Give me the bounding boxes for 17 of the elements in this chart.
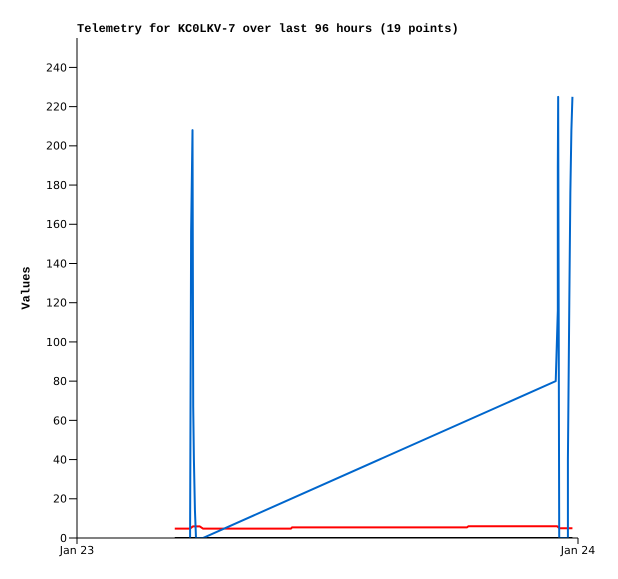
y-tick-label: 220 (46, 100, 67, 114)
y-tick-label: 240 (46, 61, 67, 74)
y-tick-label: 140 (46, 257, 67, 270)
y-tick-label: 100 (46, 336, 67, 349)
y-tick-label: 120 (46, 296, 67, 310)
chart-title: Telemetry for KC0LKV-7 over last 96 hours (19 points) (77, 22, 459, 36)
y-tick-label: 20 (53, 492, 67, 506)
x-tick-label: Jan 23 (58, 544, 94, 557)
y-tick-label: 0 (60, 532, 67, 545)
y-axis-title: Values (19, 266, 34, 310)
y-tick-label: 160 (46, 218, 67, 232)
y-tick-label: 180 (46, 178, 67, 192)
y-tick-label: 80 (53, 375, 67, 388)
y-tick-label: 40 (53, 453, 67, 466)
y-tick-label: 60 (53, 414, 67, 428)
y-tick-label: 200 (46, 140, 67, 153)
x-tick-label: Jan 24 (560, 544, 596, 557)
